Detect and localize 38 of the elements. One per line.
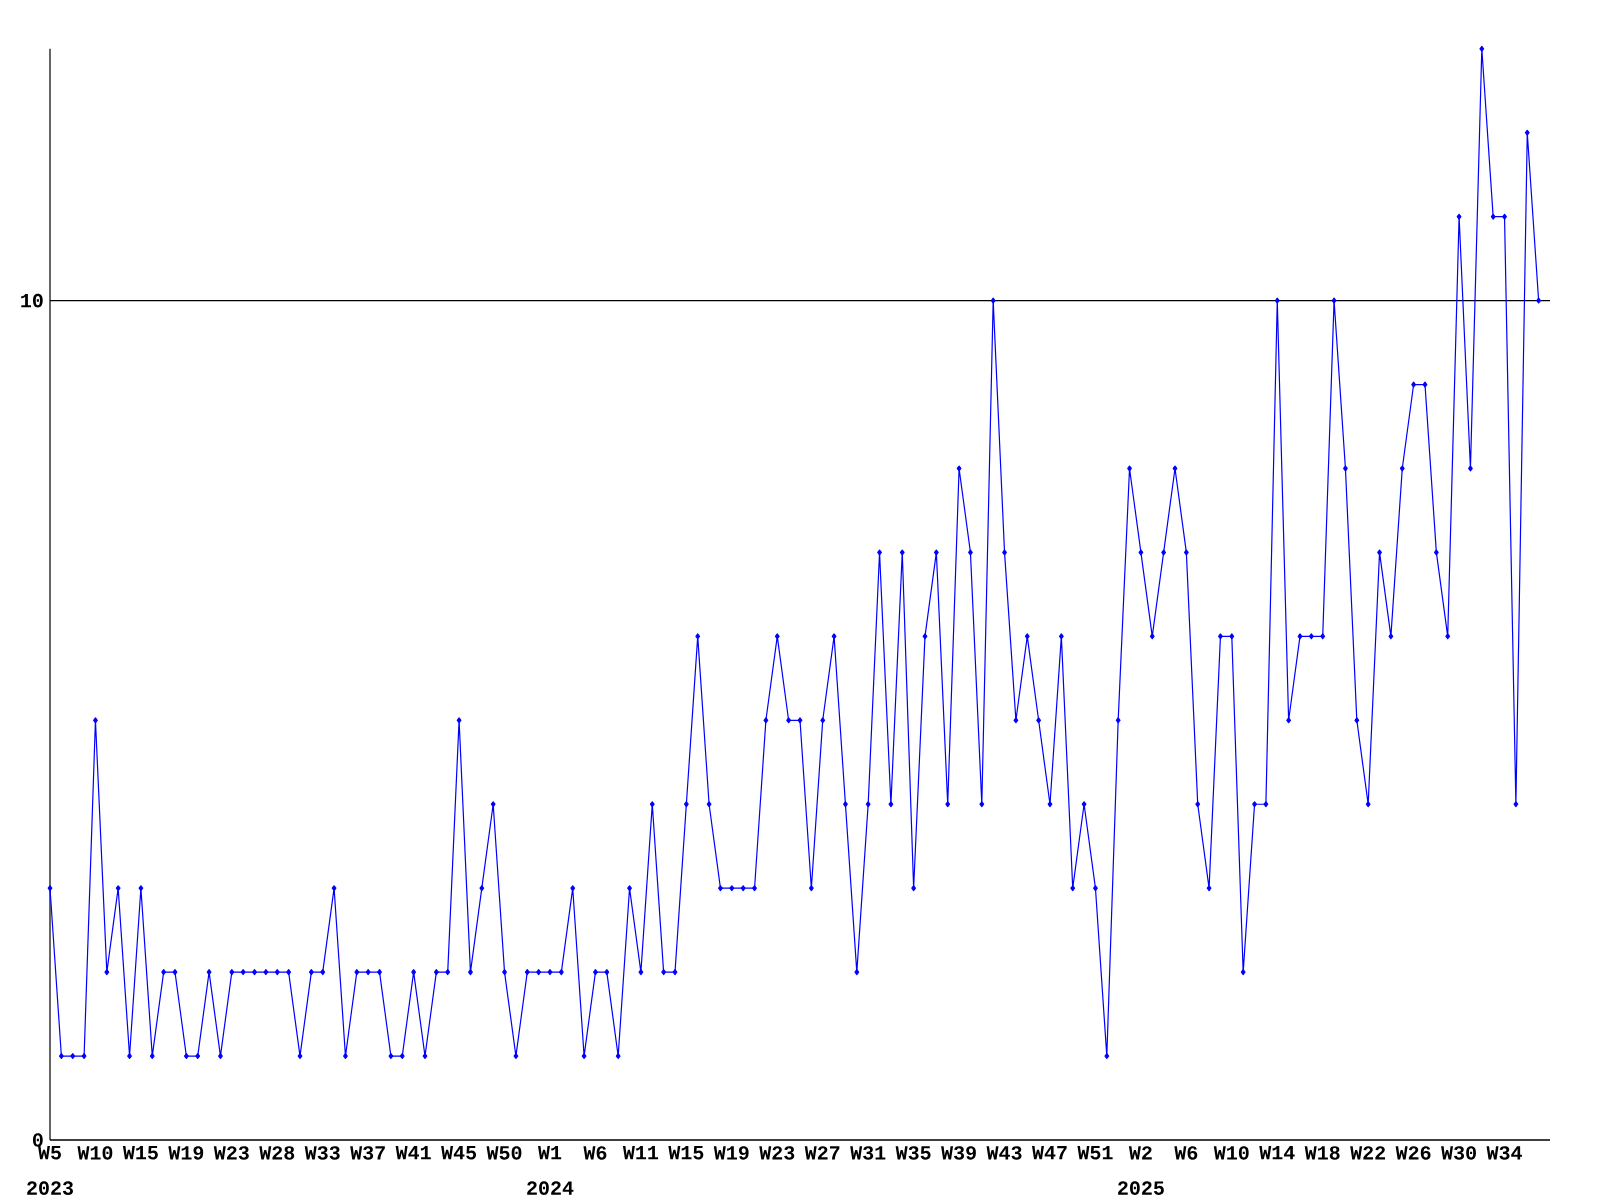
x-tick-label: W51: [1077, 1146, 1113, 1160]
x-tick-label: W23: [759, 1146, 795, 1160]
x-tick-label: W26: [1395, 1146, 1431, 1160]
x-tick-label: W27: [804, 1146, 840, 1160]
x-tick-label: W31: [850, 1146, 886, 1160]
x-tick-label: W19: [168, 1146, 204, 1160]
x-tick-label: W35: [895, 1146, 931, 1160]
x-tick-label: W22: [1350, 1146, 1386, 1160]
x-tick-label: W33: [304, 1146, 340, 1160]
x-tick-label: W39: [941, 1146, 976, 1160]
text: 2024: [527, 1181, 574, 1195]
x-tick-label: W19: [713, 1146, 749, 1160]
text: 2025: [1118, 1181, 1164, 1195]
x-tick-label: W30: [1441, 1146, 1476, 1160]
x-tick-label: W47: [1031, 1146, 1067, 1160]
x-tick-label: W10: [77, 1146, 113, 1160]
x-tick-label: W5: [38, 1146, 61, 1160]
x-tick-label: W18: [1304, 1146, 1340, 1160]
x-tick-label: W23: [213, 1146, 249, 1160]
x-tick-label: W1: [538, 1146, 562, 1160]
x-tick-label: W37: [350, 1146, 385, 1160]
x-tick-label: W6: [583, 1146, 607, 1160]
y-tick-label: 10: [21, 293, 43, 308]
x-tick-label: W50: [486, 1146, 522, 1160]
x-tick-label: W45: [441, 1146, 477, 1160]
x-tick-label: W2: [1128, 1146, 1152, 1160]
x-tick-label: W6: [1174, 1146, 1198, 1160]
text: 2023: [27, 1181, 73, 1195]
x-tick-label: W15: [668, 1146, 704, 1160]
x-tick-label: W11: [622, 1146, 659, 1160]
x-tick-label: W14: [1259, 1146, 1295, 1160]
x-tick-label: W10: [1213, 1146, 1249, 1160]
x-tick-label: W34: [1486, 1146, 1522, 1160]
x-tick-label: W28: [259, 1146, 295, 1160]
x-tick-label: W15: [122, 1146, 158, 1160]
x-tick-label: W41: [395, 1146, 431, 1160]
y-tick-label: 0: [33, 1133, 43, 1147]
x-tick-label: W43: [986, 1146, 1022, 1160]
